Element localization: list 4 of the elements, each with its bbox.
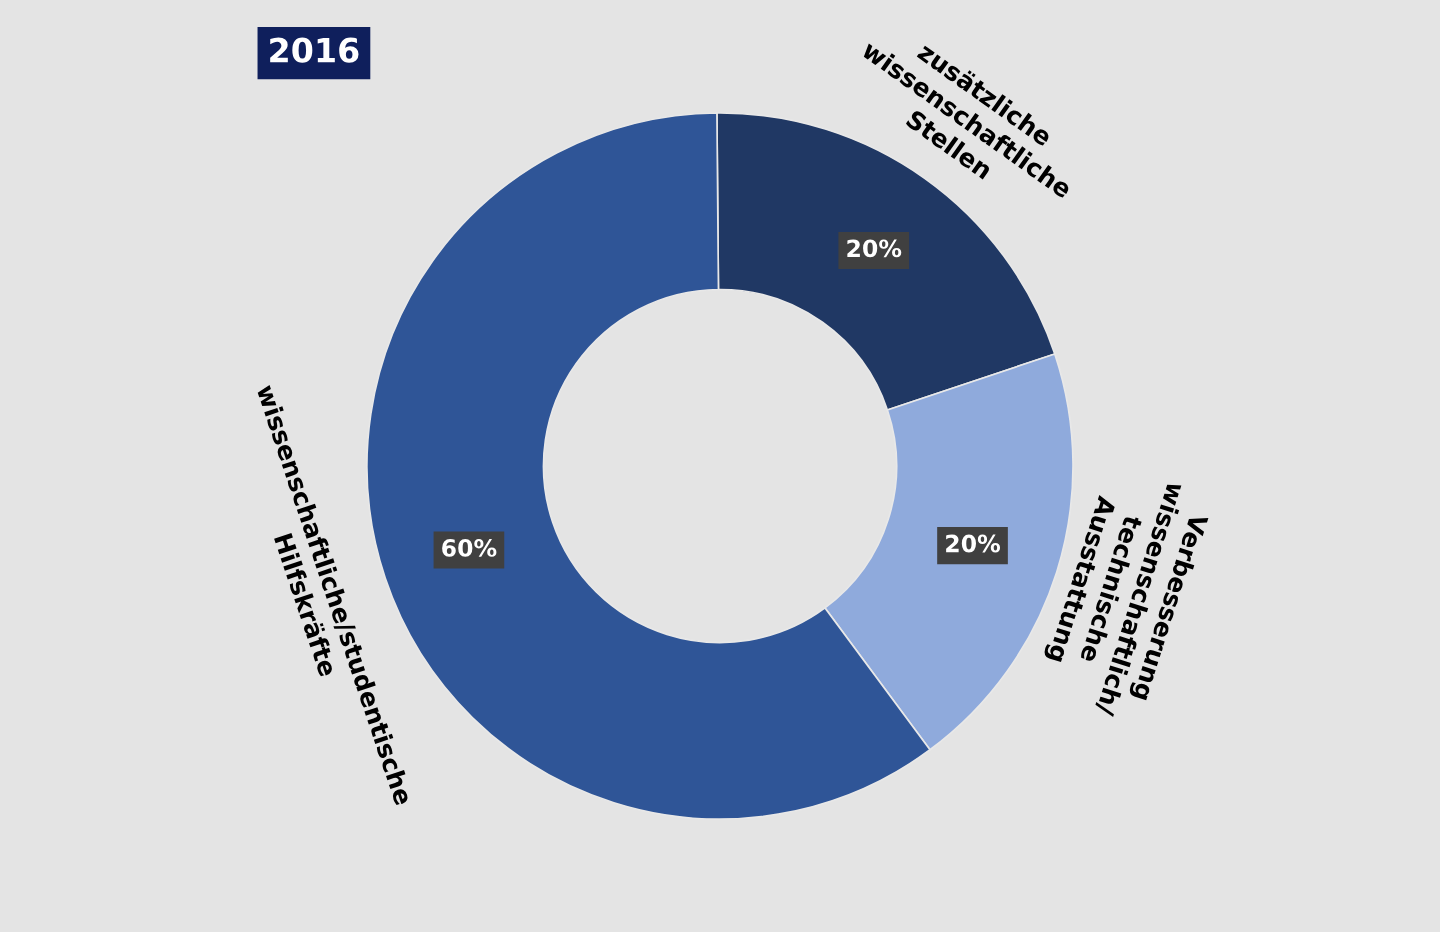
data-label: 20% xyxy=(847,239,902,258)
chart-title: 2016 xyxy=(270,37,359,63)
data-label: 60% xyxy=(442,539,497,557)
data-label: 20% xyxy=(946,534,1001,553)
